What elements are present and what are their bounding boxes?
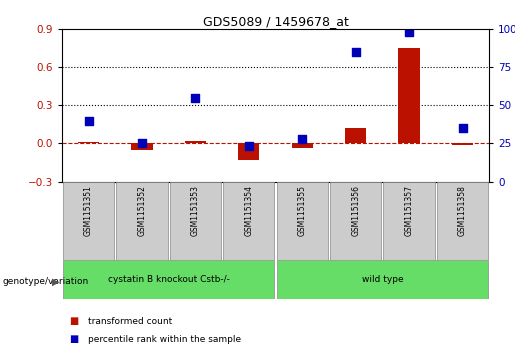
Bar [63,260,274,299]
Title: GDS5089 / 1459678_at: GDS5089 / 1459678_at [202,15,349,28]
Bar [63,182,114,260]
Bar [452,143,473,144]
Bar [437,182,488,260]
Text: GSM1151357: GSM1151357 [405,185,414,236]
Bar [291,143,313,148]
Point [298,136,306,142]
Bar [384,182,435,260]
Text: wild type: wild type [362,275,403,284]
Bar [131,143,152,150]
Bar [116,182,167,260]
Bar [277,260,488,299]
Bar [223,182,274,260]
Text: GSM1151358: GSM1151358 [458,185,467,236]
Text: ▶: ▶ [52,276,59,286]
Text: GSM1151355: GSM1151355 [298,185,307,236]
Point [458,125,467,131]
Bar [185,141,206,143]
Text: transformed count: transformed count [88,317,172,326]
Point [84,118,93,123]
Text: ■: ■ [70,316,79,326]
Text: genotype/variation: genotype/variation [3,277,89,286]
Bar [78,142,99,143]
Bar [238,143,260,160]
Text: GSM1151352: GSM1151352 [138,185,146,236]
Text: GSM1151354: GSM1151354 [244,185,253,236]
Text: GSM1151351: GSM1151351 [84,185,93,236]
Point [191,95,199,101]
Point [245,143,253,149]
Text: ■: ■ [70,334,79,344]
Point [405,29,413,35]
Text: GSM1151353: GSM1151353 [191,185,200,236]
Bar [330,182,381,260]
Bar [345,128,366,143]
Point [352,49,360,55]
Text: cystatin B knockout Cstb-/-: cystatin B knockout Cstb-/- [108,275,230,284]
Text: GSM1151356: GSM1151356 [351,185,360,236]
Bar [277,182,328,260]
Text: percentile rank within the sample: percentile rank within the sample [88,335,241,344]
Bar [399,48,420,143]
Point [138,140,146,146]
Bar [170,182,221,260]
